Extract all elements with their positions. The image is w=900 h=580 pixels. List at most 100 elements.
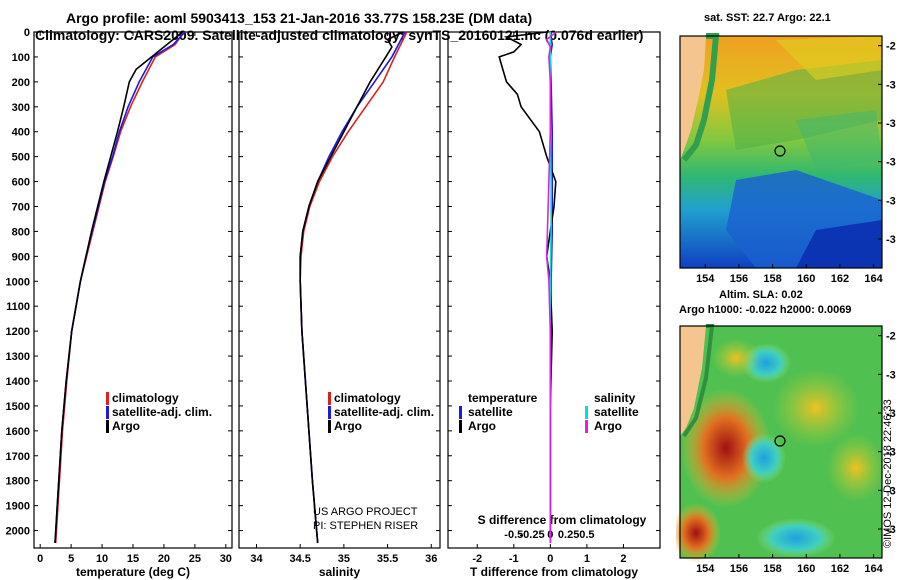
- map-y-tick-label: -28: [886, 331, 896, 343]
- legend-text-satellite: satellite-adj. clim.: [112, 405, 212, 419]
- map-x-tick-label: 164: [864, 563, 883, 575]
- x-tick-label: 35.5: [377, 553, 398, 565]
- x-tick-label-top: 0.5: [579, 529, 594, 541]
- legend-swatch-argo: [106, 420, 109, 433]
- legend-swatch-satellite: [328, 406, 331, 419]
- sst-map-frame: [679, 35, 883, 269]
- sst-map: 154 156 158 160 162 164 -28 -30 -32 -34 -36 -38: [679, 33, 896, 285]
- y-tick-label: 1500: [6, 401, 30, 413]
- legend-text-climatology: climatology: [112, 391, 179, 405]
- legend-swatch-s-satellite: [585, 406, 588, 419]
- y-tick-label: 900: [12, 251, 30, 263]
- series-line-argo: [54, 31, 184, 544]
- x-tick-label: 0: [547, 553, 553, 565]
- diff-legend: temperature satellite Argo salinity sate…: [459, 391, 639, 433]
- map-x-tick-label: 158: [763, 563, 781, 575]
- x-tick-label: 15: [127, 553, 139, 565]
- map-x-tick-label: 154: [696, 273, 715, 285]
- map-x-tick-label: 164: [864, 273, 883, 285]
- sla-map: 154 156 158 160 162 164 -28 -30 -32 -34 -36 -38: [676, 324, 896, 575]
- credit-line-1: US ARGO PROJECT: [313, 506, 418, 518]
- map-x-tick-label: 158: [763, 273, 781, 285]
- legend-text-s-argo: Argo: [594, 419, 622, 433]
- legend-swatch-s-argo: [585, 420, 588, 433]
- y-tick-label: 1600: [6, 426, 30, 438]
- x-tick-label: 35: [338, 553, 350, 565]
- map-x-tick-label: 162: [831, 563, 849, 575]
- float-marker: [774, 435, 786, 447]
- sla-map-field: [676, 324, 886, 563]
- map-y-tick-label: -34: [886, 447, 896, 459]
- legend-text-argo: Argo: [112, 419, 140, 433]
- x-tick-label: 1: [584, 553, 590, 565]
- temp-legend: climatology satellite-adj. clim. Argo: [106, 391, 212, 433]
- map-x-tick-label: 160: [797, 563, 815, 575]
- legend-swatch-climatology: [328, 392, 331, 405]
- y-tick-label: 1200: [6, 326, 30, 338]
- y-tick-label: 2000: [6, 526, 30, 538]
- map-x-tick-label: 160: [797, 273, 815, 285]
- map-x-tick-label: 162: [831, 273, 849, 285]
- legend-text-t-argo: Argo: [468, 419, 496, 433]
- y-tick-label: 1000: [6, 276, 30, 288]
- y-tick-label: 700: [12, 201, 30, 213]
- y-tick-label: 1900: [6, 501, 30, 513]
- y-tick-label: 1300: [6, 351, 30, 363]
- y-tick-label: 300: [12, 102, 30, 114]
- legend-swatch-t-argo: [459, 420, 462, 433]
- x-tick-label: 34.5: [289, 553, 310, 565]
- legend-text-t-satellite: satellite: [468, 405, 513, 419]
- map-bottom-title-2: Argo h1000: -0.022 h2000: 0.0069: [679, 304, 852, 316]
- legend-swatch-satellite: [106, 406, 109, 419]
- x-tick-label: 0: [37, 553, 43, 565]
- legend-title-temperature: temperature: [468, 391, 538, 405]
- map-y-tick-label: -36: [886, 195, 896, 207]
- x-tick-label-top: -0.5: [504, 529, 523, 541]
- panel-frame-1: [33, 31, 233, 549]
- x-axis-label: T difference from climatology: [470, 565, 638, 579]
- map-y-tick-label: -32: [886, 118, 896, 130]
- x-axis-label: temperature (deg C): [76, 565, 190, 579]
- legend-title-salinity: salinity: [594, 391, 636, 405]
- x-axis-label: salinity: [319, 565, 361, 579]
- map-y-tick-label: -38: [886, 234, 896, 246]
- series-line-satellite-adj-clim-: [299, 31, 406, 544]
- map-bottom-title-1: Altim. SLA: 0.02: [719, 289, 803, 301]
- y-tick-label: 500: [12, 152, 30, 164]
- legend-text-argo: Argo: [334, 419, 362, 433]
- map-y-tick-label: -28: [886, 41, 896, 53]
- x-tick-label: 20: [158, 553, 170, 565]
- y-tick-label: 600: [12, 177, 30, 189]
- legend-text-climatology: climatology: [334, 391, 401, 405]
- map-x-tick-label: 154: [696, 563, 715, 575]
- y-tick-label: 1100: [6, 301, 30, 313]
- y-tick-label: 1400: [6, 376, 30, 388]
- series-line-satellite-adj-clim-: [54, 31, 186, 544]
- x-axis-label-s-diff: S difference from climatology: [478, 513, 647, 527]
- y-tick-label: 1700: [6, 451, 30, 463]
- title-line-1: Argo profile: aoml 5903413_153 21-Jan-20…: [66, 10, 533, 26]
- x-tick-label: 25: [189, 553, 201, 565]
- map-y-tick-label: -36: [886, 485, 896, 497]
- legend-swatch-argo: [328, 420, 331, 433]
- credit-line-2: PI: STEPHEN RISER: [313, 520, 418, 532]
- x-tick-label-top: 0.25: [558, 529, 579, 541]
- x-tick-label: 5: [68, 553, 74, 565]
- y-tick-label: 800: [12, 226, 30, 238]
- map-top-title: sat. SST: 22.7 Argo: 22.1: [704, 12, 831, 24]
- legend-swatch-t-satellite: [459, 406, 462, 419]
- y-tick-label: 100: [12, 52, 30, 64]
- x-tick-label: 36: [425, 553, 437, 565]
- float-marker: [774, 145, 786, 157]
- map-y-tick-label: -30: [886, 369, 896, 381]
- x-tick-label: 10: [96, 553, 108, 565]
- series-line-t-argo: [498, 31, 557, 543]
- series-line-climatology: [299, 31, 408, 544]
- map-x-tick-label: 156: [730, 563, 748, 575]
- y-tick-label: 200: [12, 77, 30, 89]
- x-tick-label: 30: [220, 553, 232, 565]
- legend-text-s-satellite: satellite: [594, 405, 639, 419]
- series-line-s-argo: [545, 31, 557, 543]
- x-tick-label-top: -0.25: [520, 529, 545, 541]
- sal-legend: climatology satellite-adj. clim. Argo: [328, 391, 434, 433]
